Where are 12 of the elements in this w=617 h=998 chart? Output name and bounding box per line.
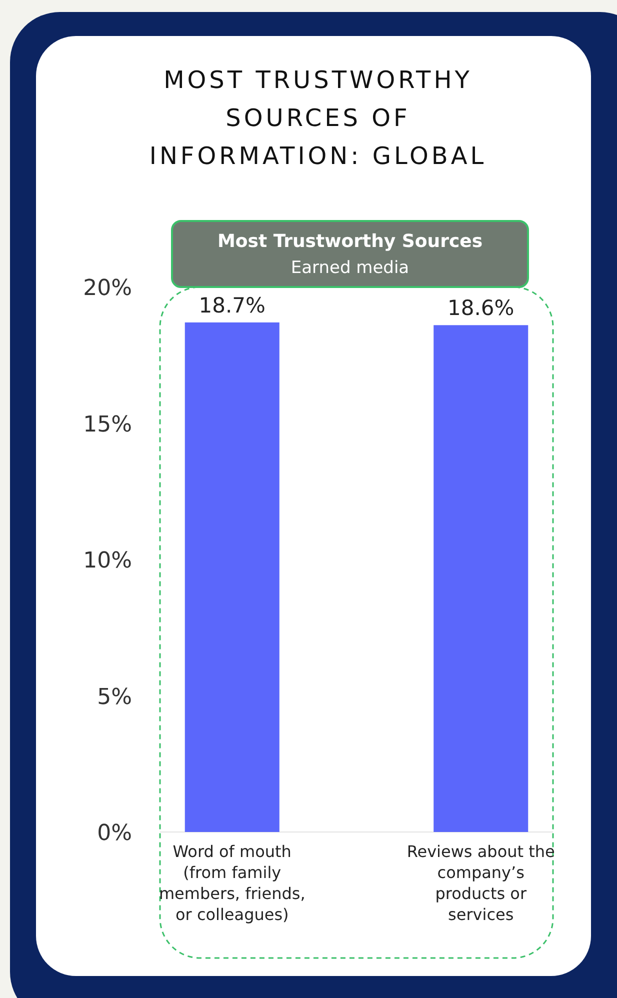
data-label: 18.7% — [198, 293, 266, 318]
y-tick-label: 10% — [83, 548, 132, 574]
text: Earned media — [290, 258, 410, 278]
data-label: 18.6% — [448, 296, 514, 320]
x-tick-label: Word of mouth (from family members, friends, or colleagues) — [158, 842, 306, 924]
text: Most Trustworthy Sources — [217, 231, 483, 252]
chart-title: MOST TRUSTWORTHY SOURCES OF INFORMATION: GLOBAL — [149, 66, 487, 170]
y-tick-label: 5% — [97, 684, 132, 710]
y-tick-label: 20% — [83, 276, 132, 301]
x-tick-label: Reviews about the company’s products or services — [406, 842, 555, 924]
y-tick-label: 15% — [83, 412, 132, 438]
y-tick-label: 0% — [97, 821, 132, 846]
